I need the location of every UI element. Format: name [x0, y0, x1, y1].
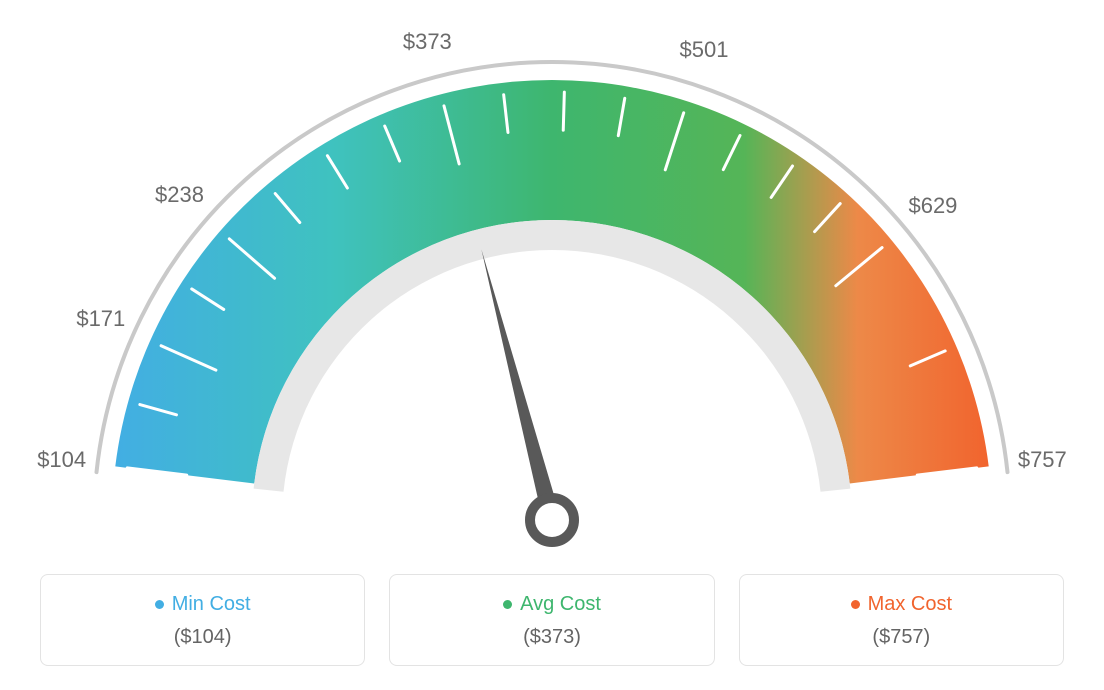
tick-label: $373 [403, 29, 452, 55]
legend-dot-min [155, 600, 164, 609]
legend-value-min: ($104) [51, 626, 354, 649]
legend-label-max: Max Cost [851, 593, 952, 616]
legend-text-min: Min Cost [172, 593, 251, 616]
legend-text-max: Max Cost [868, 593, 952, 616]
tick-label: $238 [155, 182, 204, 208]
legend-dot-avg [503, 600, 512, 609]
tick-label: $629 [908, 193, 957, 219]
gauge-area: $104 $171 $238 $373 $501 $629 $757 [0, 0, 1104, 560]
legend-label-min: Min Cost [155, 593, 251, 616]
tick-label: $104 [37, 447, 86, 473]
legend-box-max: Max Cost ($757) [739, 574, 1064, 666]
tick-label: $171 [76, 306, 125, 332]
legend-dot-max [851, 600, 860, 609]
gauge-chart-container: $104 $171 $238 $373 $501 $629 $757 Min Cost ($… [0, 0, 1104, 690]
tick-label: $757 [1018, 447, 1067, 473]
legend-box-avg: Avg Cost ($373) [389, 574, 714, 666]
legend-label-avg: Avg Cost [503, 593, 601, 616]
tick-label: $501 [680, 37, 729, 63]
legend-text-avg: Avg Cost [520, 593, 601, 616]
legend-value-avg: ($373) [400, 626, 703, 649]
legend-value-max: ($757) [750, 626, 1053, 649]
legend-row: Min Cost ($104) Avg Cost ($373) Max Cost… [40, 574, 1064, 666]
gauge-svg [0, 0, 1104, 560]
legend-box-min: Min Cost ($104) [40, 574, 365, 666]
